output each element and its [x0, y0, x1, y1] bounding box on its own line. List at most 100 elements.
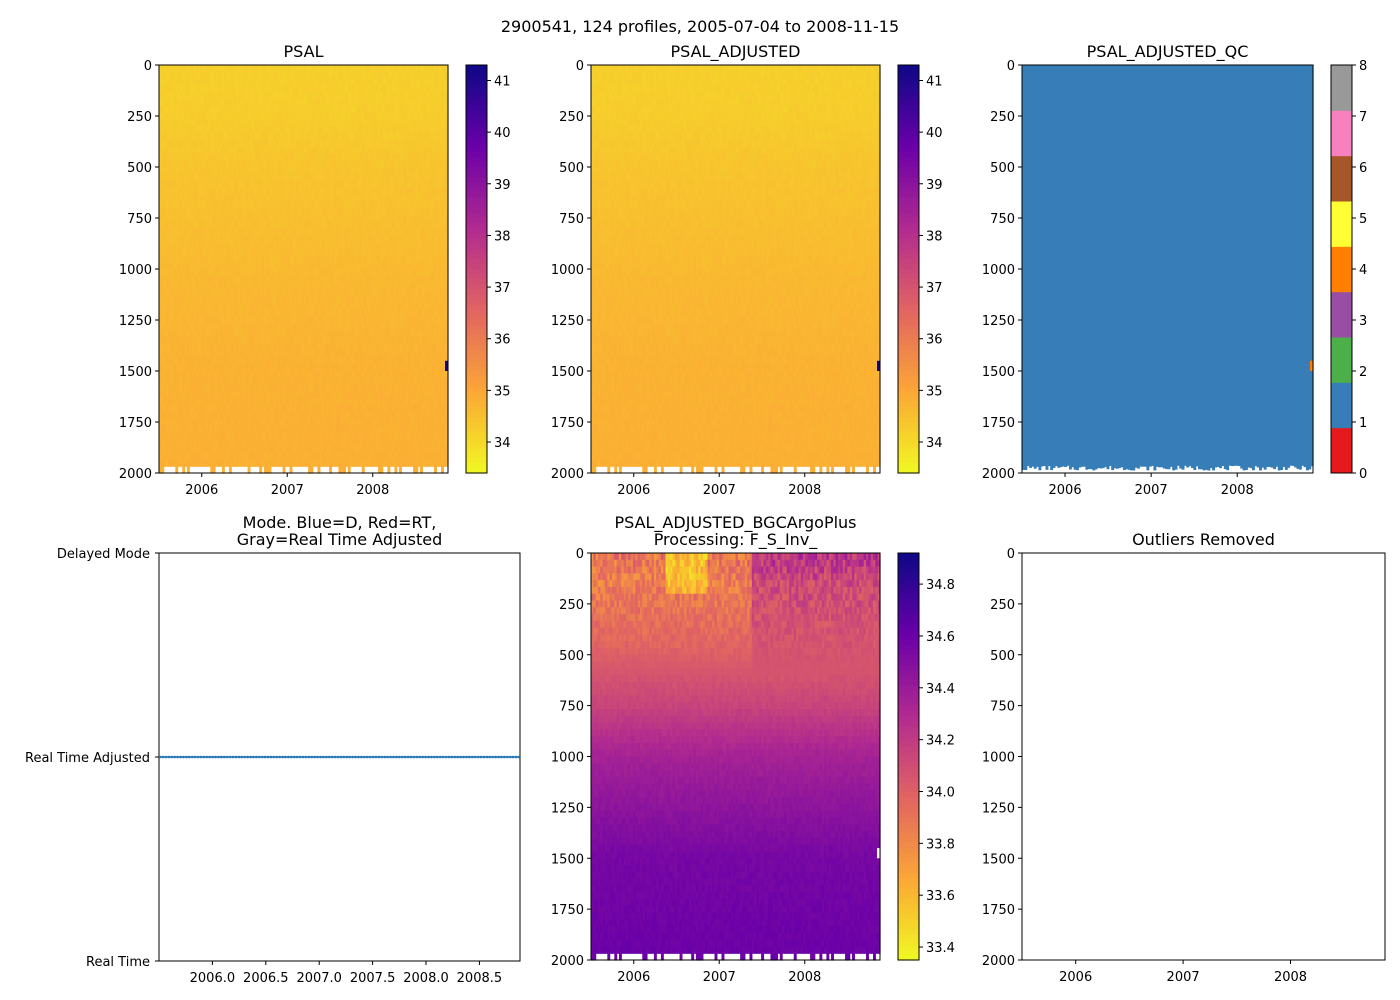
heatmap-cell [287, 105, 291, 114]
heatmap-cell [193, 194, 197, 202]
heatmap-cell [252, 377, 256, 386]
heatmap-cell [212, 391, 216, 399]
heatmap-cell [161, 228, 165, 236]
heatmap-cell [212, 425, 216, 433]
heatmap-cell [266, 296, 270, 304]
heatmap-cell [207, 112, 211, 120]
heatmap-cell [245, 309, 249, 318]
heatmap-cell [214, 65, 218, 73]
heatmap-cell [182, 99, 186, 107]
heatmap-cell [184, 139, 188, 148]
heatmap-cell [231, 78, 235, 86]
heatmap-cell [186, 275, 190, 284]
heatmap-cell [261, 119, 265, 127]
heatmap-cell [275, 452, 279, 460]
heatmap-cell [186, 167, 190, 175]
heatmap-cell [233, 418, 237, 426]
heatmap-cell [161, 418, 165, 426]
heatmap-cell [280, 364, 284, 372]
heatmap-cell [177, 350, 181, 358]
heatmap-cell [182, 133, 186, 141]
heatmap-cell [298, 439, 302, 447]
heatmap-cell [189, 405, 193, 413]
heatmap-cell [282, 235, 286, 243]
heatmap-cell [219, 167, 223, 175]
heatmap-cell [226, 173, 230, 182]
heatmap-cell [228, 133, 232, 141]
heatmap-cell [161, 241, 165, 250]
heatmap-cell [177, 309, 181, 318]
heatmap-cell [263, 466, 267, 474]
heatmap-cell [254, 105, 258, 114]
heatmap-cell [186, 241, 190, 250]
heatmap-cell [179, 146, 183, 154]
heatmap-cell [207, 330, 211, 338]
heatmap-cell [233, 112, 237, 120]
heatmap-cell [214, 119, 218, 127]
heatmap-cell [210, 201, 214, 209]
heatmap-cell [284, 248, 288, 256]
heatmap-cell [168, 330, 172, 338]
heatmap-cell [226, 337, 230, 345]
heatmap-cell [240, 337, 244, 345]
heatmap-cell [177, 214, 181, 222]
heatmap-cell [212, 364, 216, 372]
heatmap-cell [231, 398, 235, 406]
heatmap-cell [196, 99, 200, 107]
heatmap-cell [161, 65, 165, 73]
heatmap-cell [224, 459, 228, 467]
heatmap-cell [182, 439, 186, 447]
heatmap-cell [214, 214, 218, 222]
heatmap-cell [245, 425, 249, 433]
heatmap-cell [256, 241, 260, 250]
heatmap-cell [296, 126, 300, 134]
heatmap-cell [261, 214, 265, 222]
heatmap-cell [280, 398, 284, 406]
heatmap-cell [217, 398, 221, 406]
heatmap-cell [282, 173, 286, 182]
heatmap-cell [217, 275, 221, 284]
heatmap-cell [228, 126, 232, 134]
heatmap-cell [200, 384, 204, 392]
heatmap-cell [212, 201, 216, 209]
heatmap-cell [207, 241, 211, 250]
heatmap-cell [203, 119, 207, 127]
heatmap-cell [282, 139, 286, 148]
heatmap-cell [245, 133, 249, 141]
heatmap-cell [280, 194, 284, 202]
heatmap-cell [282, 405, 286, 413]
heatmap-cell [163, 187, 167, 195]
heatmap-cell [161, 439, 165, 447]
heatmap-cell [249, 445, 253, 454]
heatmap-cell [245, 371, 249, 379]
heatmap-cell [238, 303, 242, 311]
heatmap-cell [217, 167, 221, 175]
heatmap-cell [238, 92, 242, 100]
heatmap-cell [284, 139, 288, 148]
heatmap-cell [294, 85, 298, 93]
heatmap-cell [198, 275, 202, 284]
heatmap-cell [221, 201, 225, 209]
heatmap-cell [172, 398, 176, 406]
heatmap-cell [235, 126, 239, 134]
heatmap-cell [298, 139, 302, 148]
heatmap-cell [261, 221, 265, 229]
heatmap-cell [193, 337, 197, 345]
heatmap-cell [249, 296, 253, 304]
heatmap-cell [219, 350, 223, 358]
heatmap-cell [231, 126, 235, 134]
heatmap-cell [191, 282, 195, 290]
heatmap-cell [182, 160, 186, 168]
heatmap-cell [261, 391, 265, 399]
heatmap-cell [249, 350, 253, 358]
heatmap-cell [159, 459, 162, 467]
heatmap-cell [231, 371, 235, 379]
heatmap-cell [242, 126, 246, 134]
heatmap-cell [200, 282, 204, 290]
heatmap-cell [193, 126, 197, 134]
heatmap-cell [280, 269, 284, 277]
heatmap-cell [249, 337, 253, 345]
heatmap-cell [214, 411, 218, 420]
heatmap-cell [259, 289, 263, 297]
heatmap-cell [226, 78, 230, 86]
